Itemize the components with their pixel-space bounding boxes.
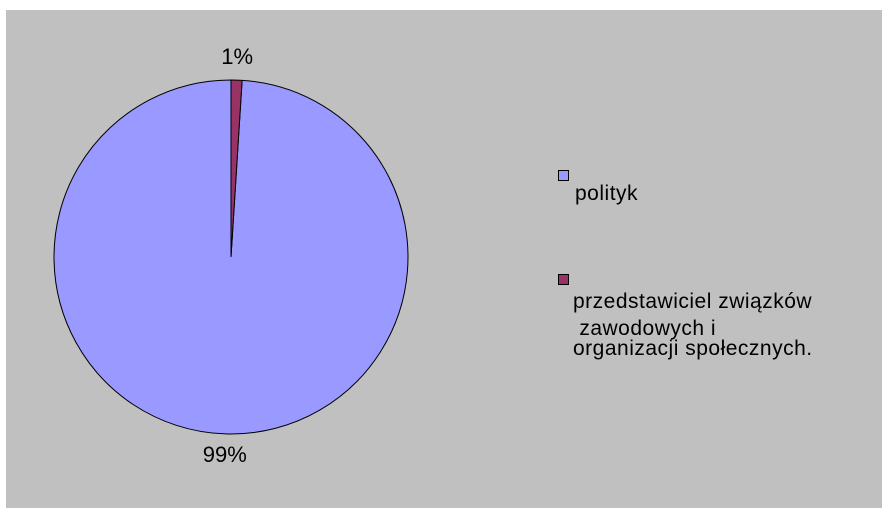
legend-swatch-przedstawiciel	[558, 274, 569, 285]
pie-slice-przedstawiciel	[230, 79, 243, 258]
legend-label-polityk: polityk	[575, 182, 639, 205]
legend-label-przedstawiciel-line-3: organizacji społecznych.	[573, 337, 813, 360]
legend-swatch-polityk	[558, 170, 569, 181]
slice-label-polityk: 99%	[202, 441, 247, 467]
legend-label-przedstawiciel-line-2: zawodowych i	[573, 317, 717, 340]
pie-slice-polityk	[53, 79, 409, 435]
slice-label-przedstawiciel: 1%	[221, 44, 254, 70]
pie-slices	[53, 79, 409, 435]
legend-label-przedstawiciel-line-1: przedstawiciel związków	[573, 290, 813, 313]
